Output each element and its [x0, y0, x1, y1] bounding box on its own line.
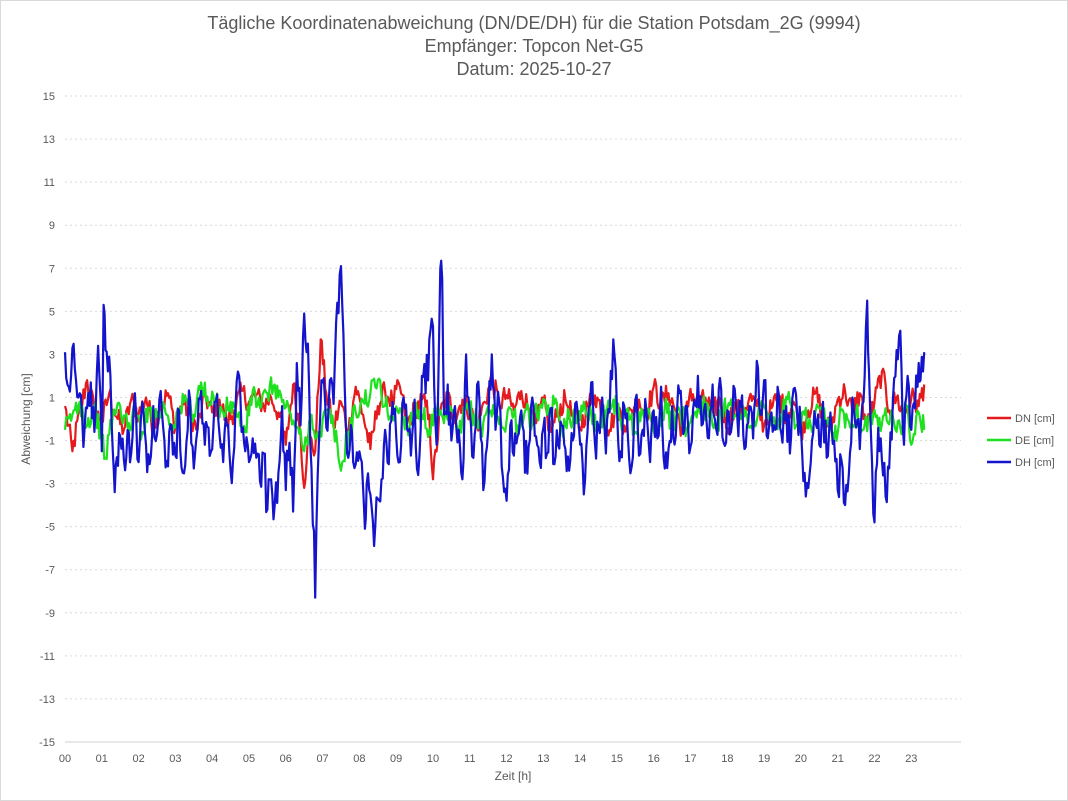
x-tick-label: 12 [500, 753, 512, 765]
y-tick-label: -7 [45, 565, 55, 577]
x-tick-label: 04 [206, 753, 218, 765]
y-tick-label: 7 [49, 263, 55, 275]
x-tick-label: 06 [280, 753, 292, 765]
legend-label: DE [cm] [1015, 435, 1054, 447]
legend-label: DH [cm] [1015, 457, 1055, 469]
y-tick-label: 9 [49, 220, 55, 232]
x-tick-label: 02 [132, 753, 144, 765]
x-tick-label: 20 [795, 753, 807, 765]
y-tick-label: -1 [45, 436, 55, 448]
x-tick-label: 03 [169, 753, 181, 765]
x-tick-label: 23 [905, 753, 917, 765]
y-tick-label: -5 [45, 522, 55, 534]
x-tick-label: 11 [464, 753, 475, 765]
y-tick-label: 1 [49, 392, 55, 404]
x-tick-label: 15 [611, 753, 623, 765]
x-tick-label: 16 [648, 753, 660, 765]
legend-label: DN [cm] [1015, 413, 1055, 425]
x-tick-label: 19 [758, 753, 770, 765]
x-tick-label: 18 [721, 753, 733, 765]
y-tick-label: -15 [39, 737, 55, 749]
y-tick-label: -9 [45, 608, 55, 620]
y-tick-label: -3 [45, 479, 55, 491]
chart-title-line-3: Datum: 2025-10-27 [456, 59, 612, 79]
y-tick-label: 11 [44, 177, 55, 189]
x-tick-label: 05 [243, 753, 255, 765]
chart-title-line-1: Tägliche Koordinatenabweichung (DN/DE/DH… [207, 13, 861, 33]
y-tick-label: 3 [49, 349, 55, 361]
series-line-dh [63, 259, 926, 599]
x-tick-label: 00 [59, 753, 71, 765]
x-tick-label: 10 [427, 753, 439, 765]
x-axis-label: Zeit [h] [495, 769, 532, 783]
x-tick-label: 01 [96, 753, 108, 765]
x-tick-label: 09 [390, 753, 402, 765]
x-tick-label: 21 [832, 753, 844, 765]
x-tick-label: 08 [353, 753, 365, 765]
legend: DN [cm] DE [cm] DH [cm] [987, 413, 1055, 469]
y-tick-label: 5 [49, 306, 55, 318]
y-tick-label: -11 [40, 651, 55, 663]
series-lines [63, 259, 926, 599]
y-tick-label: -13 [39, 694, 55, 706]
y-tick-label: 13 [43, 134, 55, 146]
y-tick-label: 15 [43, 91, 55, 103]
x-tick-label: 14 [574, 753, 586, 765]
x-tick-label: 17 [684, 753, 696, 765]
chart-title-line-2: Empfänger: Topcon Net-G5 [424, 36, 644, 56]
x-tick-label: 13 [537, 753, 549, 765]
y-axis-label: Abweichung [cm] [19, 373, 33, 464]
x-tick-label: 07 [316, 753, 328, 765]
x-tick-labels: 00 01 02 03 04 05 06 07 08 09 10 11 12 13 14 15 16 17 18 19… [59, 753, 918, 765]
x-tick-label: 22 [868, 753, 880, 765]
